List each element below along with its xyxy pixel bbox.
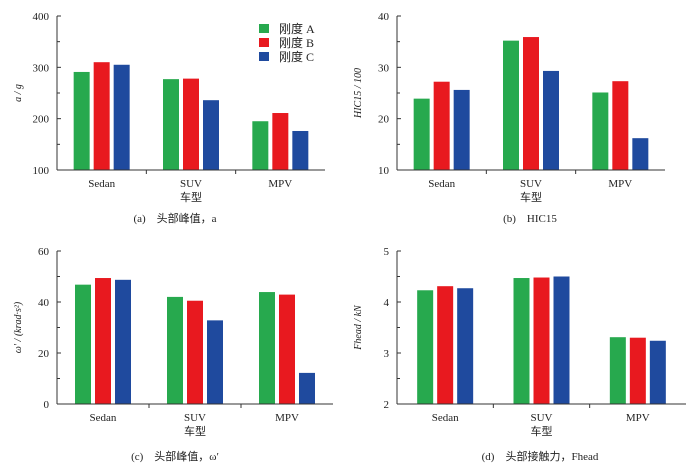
y-tick-label: 10 <box>378 165 390 177</box>
bar-d-SUV-0 <box>513 278 530 404</box>
x-axis-label: 车型 <box>520 190 542 204</box>
bar-d-MPV-0 <box>609 337 626 404</box>
bar-b-MPV-0 <box>592 92 609 170</box>
chart-panel-d: Sedan SUV MPV 车型 2 3 4 5 Fhead / kN (d) 头部接触力，Fhe… <box>353 246 686 463</box>
x-tick-label: SUV <box>530 412 552 424</box>
bar-c-SUV-0 <box>167 296 183 404</box>
bar-b-Sedan-1 <box>433 81 450 170</box>
y-tick-label: 100 <box>33 165 50 177</box>
bar-a-SUV-1 <box>183 78 199 170</box>
bar-b-Sedan-0 <box>413 98 430 170</box>
y-tick-label: 2 <box>384 399 390 411</box>
y-axis-label: Fhead / kN <box>353 304 364 351</box>
chart-panel-a: Sedan SUV MPV 车型 100 200 300 400 a / g (a) 头部峰值，a <box>13 11 325 225</box>
bar-a-MPV-0 <box>252 121 269 170</box>
y-tick-label: 4 <box>384 297 390 309</box>
bar-c-Sedan-0 <box>75 284 91 404</box>
bar-c-MPV-0 <box>259 292 275 404</box>
bar-c-SUV-2 <box>207 320 223 404</box>
x-tick-label: SUV <box>184 412 206 424</box>
legend-label: 刚度 C <box>279 49 314 64</box>
bar-a-Sedan-1 <box>93 62 110 171</box>
bar-d-Sedan-1 <box>437 286 454 404</box>
bar-a-MPV-1 <box>272 113 289 170</box>
panel-caption: (c) 头部峰值，ω′ <box>131 449 219 463</box>
y-tick-label: 40 <box>38 297 50 309</box>
x-tick-label: MPV <box>268 178 292 190</box>
y-tick-label: 400 <box>33 11 50 23</box>
x-tick-label: SUV <box>180 178 202 190</box>
y-tick-label: 20 <box>38 348 50 360</box>
bar-b-MPV-2 <box>632 138 649 170</box>
bar-a-Sedan-0 <box>73 71 90 170</box>
bar-d-Sedan-2 <box>457 288 474 404</box>
panel-caption: (a) 头部峰值，a <box>133 211 216 225</box>
legend: 刚度 A刚度 B刚度 C <box>259 21 315 64</box>
bar-d-MPV-2 <box>649 340 666 404</box>
y-axis-label: a / g <box>13 84 24 102</box>
bar-d-SUV-1 <box>533 277 550 404</box>
panel-caption: (b) HIC15 <box>503 213 557 225</box>
x-tick-label: Sedan <box>432 412 459 424</box>
bar-c-Sedan-1 <box>95 278 111 404</box>
y-tick-label: 3 <box>384 348 390 360</box>
bar-a-MPV-2 <box>292 130 309 170</box>
x-axis-label: 车型 <box>184 424 206 438</box>
y-tick-label: 20 <box>378 114 390 126</box>
x-tick-label: SUV <box>520 178 542 190</box>
bar-a-Sedan-2 <box>113 64 130 170</box>
bar-a-SUV-0 <box>163 79 179 170</box>
x-axis-label: 车型 <box>180 190 202 204</box>
y-tick-label: 0 <box>44 399 50 411</box>
bar-d-MPV-1 <box>629 337 646 404</box>
legend-swatch <box>259 24 269 33</box>
y-tick-label: 200 <box>33 114 50 126</box>
y-axis-label: ω′ / (krad·s²) <box>13 301 24 353</box>
x-tick-label: Sedan <box>88 178 115 190</box>
x-tick-label: Sedan <box>90 412 117 424</box>
legend-swatch <box>259 52 269 61</box>
y-tick-label: 60 <box>38 246 50 258</box>
legend-swatch <box>259 38 269 47</box>
x-tick-label: MPV <box>626 412 650 424</box>
bar-c-SUV-1 <box>187 300 203 404</box>
bar-d-SUV-2 <box>553 276 570 404</box>
bar-c-Sedan-2 <box>115 279 131 404</box>
x-tick-label: MPV <box>608 178 632 190</box>
bar-c-MPV-2 <box>299 372 315 404</box>
y-tick-label: 5 <box>384 246 390 258</box>
legend-label: 刚度 A <box>279 21 315 36</box>
bar-b-SUV-2 <box>543 70 559 170</box>
x-axis-label: 车型 <box>531 424 553 438</box>
bar-b-SUV-1 <box>523 37 539 171</box>
legend-label: 刚度 B <box>279 35 314 50</box>
bar-d-Sedan-0 <box>417 290 434 404</box>
x-tick-label: Sedan <box>428 178 455 190</box>
bar-a-SUV-2 <box>203 100 219 170</box>
y-axis-label: HIC15 / 100 <box>353 68 364 119</box>
bar-c-MPV-1 <box>279 294 295 404</box>
bar-b-Sedan-2 <box>453 89 470 170</box>
bar-b-MPV-1 <box>612 81 629 170</box>
bar-b-SUV-0 <box>503 40 519 170</box>
chart-panel-b: Sedan SUV MPV 车型 10 20 30 40 HIC15 / 100 (b) HIC1… <box>353 11 665 225</box>
chart-panel-c: Sedan SUV MPV 车型 0 20 40 60 ω′ / (krad·s²) (c) 头部… <box>13 246 333 463</box>
y-tick-label: 40 <box>378 11 390 23</box>
x-tick-label: MPV <box>275 412 299 424</box>
y-tick-label: 300 <box>33 62 50 74</box>
y-tick-label: 30 <box>378 62 390 74</box>
panel-caption: (d) 头部接触力，Fhead <box>482 449 599 463</box>
